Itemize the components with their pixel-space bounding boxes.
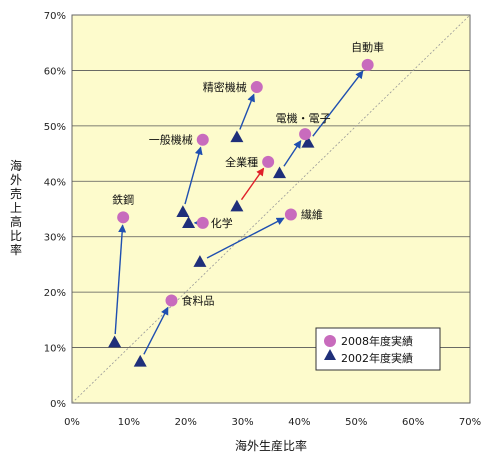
point-2008-精密機械 bbox=[250, 81, 263, 94]
y-tick-label: 10% bbox=[44, 344, 66, 355]
point-2002-自動車 bbox=[301, 135, 315, 148]
y-axis-ticks: 0% 10% 20% 30% 40% 50% 60% 70% bbox=[44, 11, 66, 410]
legend-box bbox=[315, 327, 441, 371]
diagonal-reference-line bbox=[71, 14, 471, 404]
point-2002-化学 bbox=[182, 216, 196, 229]
y-tick-label: 0% bbox=[50, 399, 66, 410]
x-tick-label: 60% bbox=[402, 417, 424, 428]
point-2002-電機・電子 bbox=[273, 166, 287, 179]
legend-label-2002: 2002年度実績 bbox=[341, 351, 413, 365]
y-tick-label: 40% bbox=[44, 177, 66, 188]
point-2002-食料品 bbox=[133, 354, 147, 367]
category-label: 精密機械 bbox=[203, 80, 247, 94]
y-tick-label: 70% bbox=[44, 11, 66, 22]
legend-label-2008: 2008年度実績 bbox=[341, 334, 413, 348]
arrow-食料品 bbox=[143, 306, 169, 355]
arrow-鉄鋼 bbox=[114, 224, 127, 335]
point-2002-繊維 bbox=[193, 255, 207, 267]
category-label: 一般機械 bbox=[149, 133, 193, 147]
y-tick-label: 30% bbox=[44, 233, 66, 244]
point-2002-一般機械 bbox=[176, 205, 190, 217]
arrow-一般機械 bbox=[184, 146, 203, 205]
y-axis-title: 海外売上高比率 bbox=[10, 158, 22, 257]
point-2008-繊維 bbox=[284, 208, 297, 221]
point-2002-全業種 bbox=[230, 199, 244, 212]
y-tick-label: 50% bbox=[44, 122, 66, 133]
legend-marker-2002 bbox=[324, 349, 336, 360]
x-tick-label: 50% bbox=[345, 417, 367, 428]
x-tick-label: 20% bbox=[175, 417, 197, 428]
arrow-電機・電子 bbox=[283, 140, 302, 167]
arrow-全業種 bbox=[240, 167, 265, 201]
point-2008-化学 bbox=[196, 216, 209, 229]
arrow-繊維 bbox=[206, 217, 285, 259]
arrows-layer bbox=[114, 70, 364, 355]
x-tick-label: 30% bbox=[231, 417, 253, 428]
x-tick-label: 70% bbox=[459, 417, 481, 428]
point-2008-電機・電子 bbox=[299, 128, 312, 141]
x-tick-label: 10% bbox=[118, 417, 140, 428]
point-2008-全業種 bbox=[262, 155, 275, 168]
point-2008-鉄鋼 bbox=[117, 211, 130, 224]
category-label: 電機・電子 bbox=[276, 111, 331, 125]
x-tick-label: 0% bbox=[64, 417, 80, 428]
category-label: 鉄鋼 bbox=[112, 192, 134, 206]
category-label: 全業種 bbox=[225, 155, 258, 169]
point-2008-自動車 bbox=[361, 58, 374, 71]
points-2008 bbox=[117, 58, 374, 307]
y-tick-label: 60% bbox=[44, 66, 66, 77]
category-label: 食料品 bbox=[182, 293, 215, 307]
arrow-精密機械 bbox=[239, 93, 255, 130]
points-2002 bbox=[108, 130, 315, 367]
category-label: 化学 bbox=[211, 216, 233, 230]
point-2008-食料品 bbox=[165, 294, 178, 307]
y-tick-label: 20% bbox=[44, 288, 66, 299]
point-2002-鉄鋼 bbox=[108, 335, 122, 348]
point-2002-精密機械 bbox=[230, 130, 244, 143]
category-label: 繊維 bbox=[301, 209, 323, 222]
arrow-自動車 bbox=[312, 70, 364, 137]
category-label: 自動車 bbox=[351, 40, 384, 54]
point-2008-一般機械 bbox=[196, 133, 209, 146]
x-tick-label: 40% bbox=[288, 417, 310, 428]
legend-marker-2008 bbox=[324, 335, 336, 347]
x-axis-ticks: 0% 10% 20% 30% 40% 50% 60% 70% bbox=[64, 417, 481, 428]
legend: 2008年度実績 2002年度実績 bbox=[315, 327, 441, 371]
x-axis-title: 海外生産比率 bbox=[235, 438, 307, 453]
